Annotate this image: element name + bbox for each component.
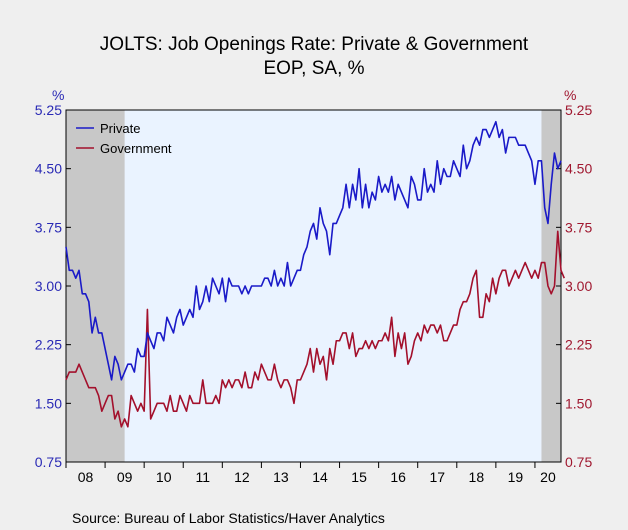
- right-tick-label: 4.50: [565, 161, 592, 177]
- series-line-private: [65, 120, 562, 381]
- x-tick-label: 16: [390, 469, 406, 485]
- right-tick-label: 1.50: [565, 395, 592, 411]
- chart-subtitle: EOP, SA, %: [263, 58, 364, 79]
- x-tick-label: 20: [540, 469, 556, 485]
- left-tick-label: 3.75: [35, 219, 62, 235]
- legend-label-private: Private: [100, 121, 140, 136]
- left-tick-label: 0.75: [35, 454, 62, 470]
- x-tick-label: 17: [429, 469, 445, 485]
- left-axis-unit: %: [52, 87, 64, 103]
- plot-background: [66, 110, 561, 462]
- x-tick-label: 18: [469, 469, 485, 485]
- x-tick-label: 14: [312, 469, 328, 485]
- left-tick-label: 4.50: [35, 161, 62, 177]
- x-tick-label: 11: [196, 469, 211, 485]
- left-tick-label: 3.00: [35, 278, 62, 294]
- x-tick-label: 19: [508, 469, 524, 485]
- right-tick-label: 3.75: [565, 219, 592, 235]
- chart-title: JOLTS: Job Openings Rate: Private & Gove…: [100, 34, 529, 55]
- series-line-government: [65, 230, 565, 428]
- x-tick-label: 09: [117, 469, 133, 485]
- left-tick-label: 1.50: [35, 395, 62, 411]
- plot-area: 5.25 5.25 4.50 4.50 3.75 3.75 3.00 3.00 2.25 2.25…: [35, 102, 593, 485]
- x-tick-label: 10: [156, 469, 172, 485]
- x-tick-label: 08: [78, 469, 94, 485]
- right-axis-unit: %: [564, 87, 576, 103]
- source-note: Source: Bureau of Labor Statistics/Haver…: [72, 510, 385, 526]
- left-tick-label: 5.25: [35, 102, 62, 118]
- right-tick-label: 2.25: [565, 337, 592, 353]
- recession-band-1: [66, 110, 125, 462]
- x-tick-label: 15: [351, 469, 367, 485]
- right-tick-label: 3.00: [565, 278, 592, 294]
- x-tick-label: 12: [234, 469, 250, 485]
- legend-label-government: Government: [100, 141, 172, 156]
- recession-band-2: [541, 110, 561, 462]
- x-tick-label: 13: [273, 469, 289, 485]
- right-tick-label: 5.25: [565, 102, 592, 118]
- right-tick-label: 0.75: [565, 454, 592, 470]
- left-tick-label: 2.25: [35, 337, 62, 353]
